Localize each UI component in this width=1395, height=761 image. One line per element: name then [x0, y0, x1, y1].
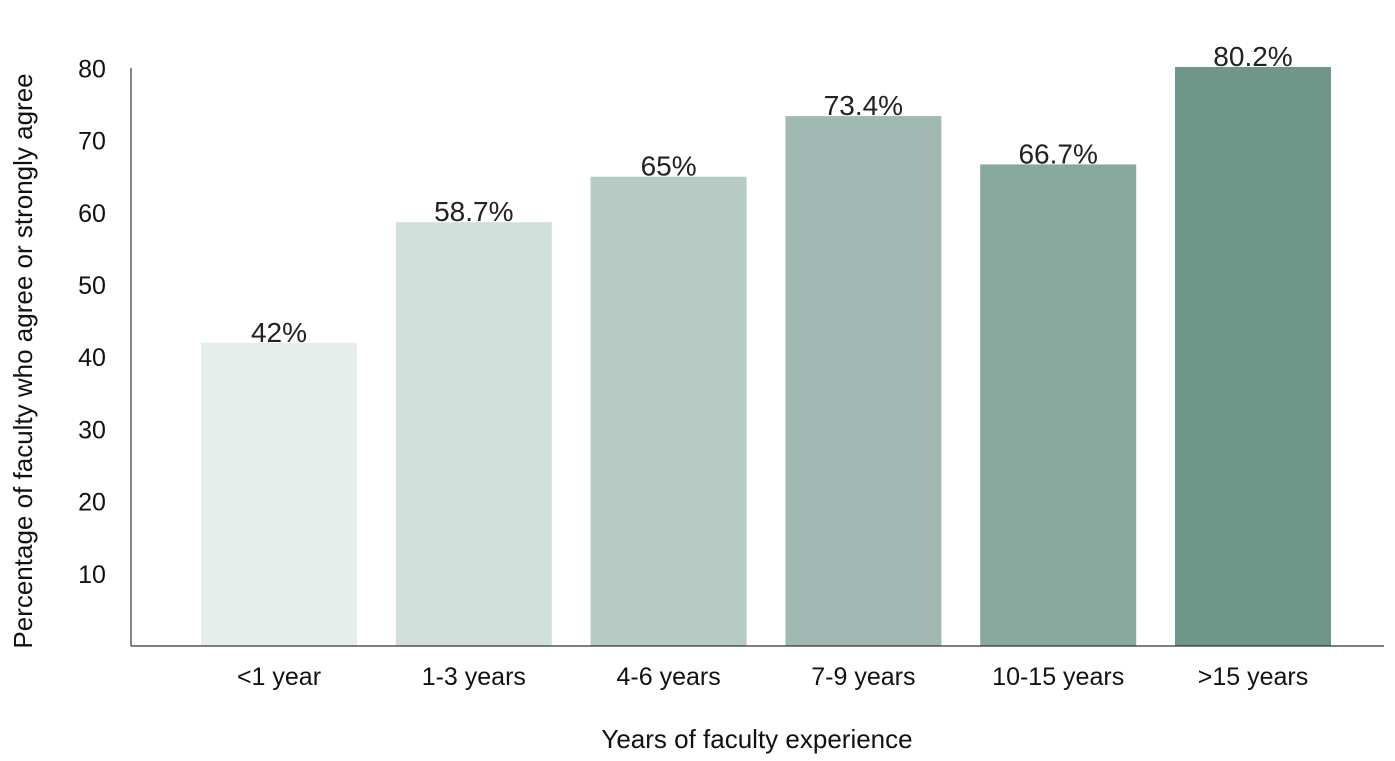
bar: [1175, 67, 1331, 646]
bar: [785, 116, 942, 647]
x-tick-labels: <1 year 1-3 years 4-6 years 7-9 years 10-15 …: [237, 663, 1308, 691]
y-tick-label: 60: [78, 200, 106, 228]
x-tick-label: 7-9 years: [811, 663, 915, 691]
y-tick-label: 50: [78, 272, 106, 300]
y-tick-label: 30: [78, 416, 106, 444]
bar-value-label: 65%: [641, 151, 697, 182]
bar: [201, 342, 357, 646]
bar-value-label: 66.7%: [1018, 138, 1097, 169]
y-tick-labels: 10 20 30 40 50 60 70 80: [78, 55, 106, 588]
bar-value-label: 73.4%: [824, 90, 903, 121]
bar: [590, 176, 747, 646]
x-tick-label: 10-15 years: [992, 663, 1124, 691]
value-labels-layer: 42% 58.7% 65% 73.4% 66.7% 80.2%: [251, 41, 1293, 348]
y-tick-label: 70: [78, 128, 106, 156]
bar: [395, 222, 552, 646]
y-tick-label: 20: [78, 489, 106, 517]
axes-layer: [130, 68, 1384, 647]
x-tick-label: 4-6 years: [616, 663, 720, 691]
y-tick-label: 40: [78, 344, 106, 372]
y-tick-label: 10: [78, 561, 106, 589]
x-tick-label: >15 years: [1198, 663, 1309, 691]
x-tick-label: 1-3 years: [422, 663, 526, 691]
bar-value-label: 58.7%: [434, 196, 513, 227]
y-tick-label: 80: [78, 55, 106, 83]
x-axis-title: Years of faculty experience: [601, 724, 912, 754]
bars-layer: [201, 67, 1331, 647]
x-tick-label: <1 year: [237, 663, 321, 691]
bar: [980, 164, 1137, 646]
bar-value-label: 42%: [251, 317, 307, 348]
bar-value-label: 80.2%: [1213, 41, 1292, 72]
y-axis-title: Percentage of faculty who agree or stron…: [8, 73, 38, 648]
